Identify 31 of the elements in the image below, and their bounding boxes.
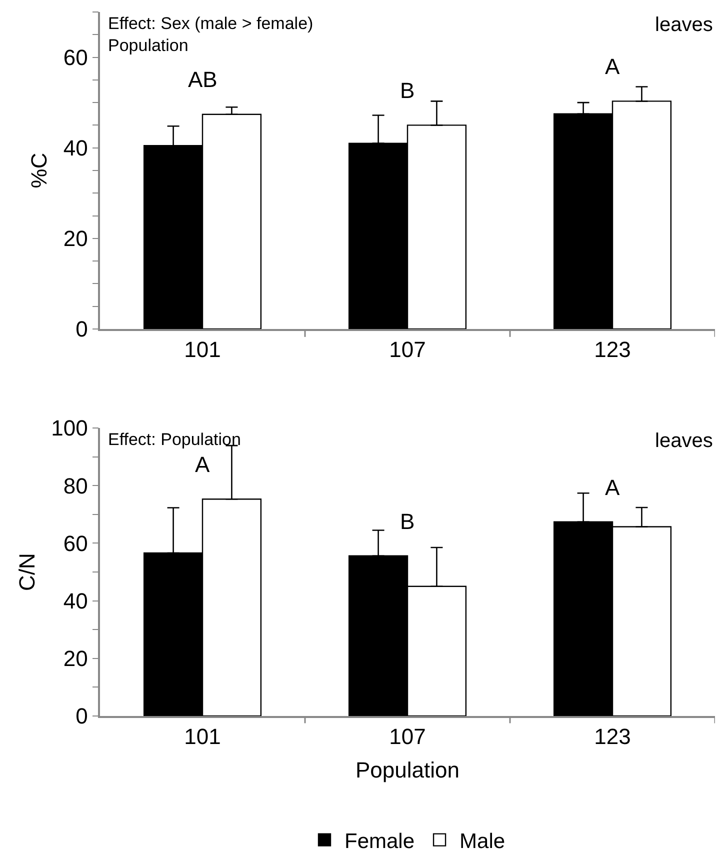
y-tick-label: 60: [63, 44, 88, 70]
annotation: A: [605, 475, 620, 500]
x-tick-label: 101: [184, 724, 221, 750]
y-tick-label: 60: [63, 530, 88, 556]
y-tick-label: 0: [76, 316, 88, 342]
x-tick-label: 123: [594, 337, 631, 362]
y-tick-label: 20: [63, 226, 88, 252]
legend-label: Male: [460, 830, 506, 854]
x-tick-label: 107: [389, 337, 426, 362]
annotation: B: [400, 78, 415, 103]
legend-label: Female: [344, 830, 415, 854]
annotation: A: [605, 54, 620, 79]
y-tick-label: 40: [63, 136, 88, 161]
annotation: leaves: [655, 430, 713, 452]
x-axis-title: Population: [356, 758, 460, 783]
y-tick-label: 40: [63, 588, 88, 614]
y-tick-label: 20: [63, 646, 88, 672]
y-axis-title: C/N: [14, 553, 40, 591]
x-tick-label: 107: [389, 724, 426, 750]
annotation: leaves: [655, 14, 713, 36]
annotation: B: [400, 509, 415, 534]
x-tick-label: 123: [594, 724, 631, 750]
x-tick-label: 101: [184, 337, 221, 362]
y-tick-label: 0: [76, 704, 88, 729]
annotation: AB: [188, 67, 218, 92]
annotation: Effect: Population: [108, 430, 241, 449]
y-tick-label: 100: [51, 416, 88, 441]
annotation: A: [195, 452, 210, 477]
y-axis-title: %C: [26, 152, 52, 188]
y-tick-label: 80: [63, 473, 88, 498]
annotation: Effect: Sex (male > female) Population: [108, 14, 314, 56]
